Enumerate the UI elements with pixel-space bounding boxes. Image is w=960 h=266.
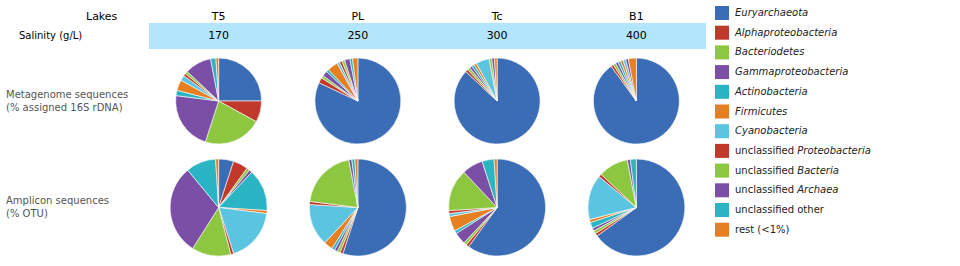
pie-slice (187, 59, 218, 101)
pie-slice (355, 159, 358, 208)
pie-slice (315, 58, 401, 144)
column-sublabel: 250 (347, 29, 368, 42)
pie-slice (627, 159, 636, 207)
pie (593, 58, 679, 144)
pie-slice (216, 159, 219, 208)
pie-slice (593, 58, 679, 144)
pie (170, 159, 267, 256)
row-label-line: Metagenome sequences (6, 89, 128, 100)
legend-label: Alphaproteobacteria (734, 27, 837, 38)
legend-swatch (715, 65, 729, 79)
pie (454, 58, 540, 144)
pie-slice (352, 159, 358, 207)
legend-label-part: unclassified (735, 145, 797, 156)
pie-slice (352, 58, 357, 101)
row-label-line: (% OTU) (6, 208, 48, 219)
pie-slice (449, 208, 497, 231)
legend-swatch (715, 6, 729, 20)
column-sublabel: 170 (208, 29, 229, 42)
legend-label: unclassified other (735, 204, 825, 215)
legend-label: unclassified Bacteria (735, 165, 839, 176)
row-label-line: (% assigned 16S rDNA) (6, 102, 123, 113)
legend-swatch (715, 183, 729, 197)
pie-slice (494, 58, 497, 101)
legend-label: Bacteriodetes (735, 46, 804, 57)
legend-label-part: Bacteria (797, 165, 839, 176)
pie-slice (454, 58, 540, 144)
pie-slice (601, 160, 636, 208)
legend-label: unclassified Archaea (735, 184, 838, 195)
column-sublabel: 400 (626, 29, 647, 42)
legend-swatch (715, 124, 729, 138)
pie-slice (211, 58, 219, 101)
legend-swatch (715, 105, 729, 119)
pie (449, 159, 546, 256)
pie (315, 58, 401, 144)
pie-slice (630, 159, 636, 208)
pie-slice (219, 58, 262, 101)
legend-swatch (715, 223, 729, 237)
pie-slice (628, 58, 636, 101)
pie-slice (350, 58, 358, 101)
pie-slice (188, 159, 219, 207)
legend-label-part: Archaea (796, 184, 838, 195)
legend-label: unclassified Proteobacteria (735, 145, 871, 156)
pie-slice (494, 159, 497, 208)
legend-swatch (715, 85, 729, 99)
legend-label: rest (<1%) (735, 224, 789, 235)
column-sublabel: 300 (487, 29, 508, 42)
column-subtitle: Salinity (g/L) (19, 30, 82, 41)
column-label: PL (351, 10, 365, 23)
pie (176, 58, 262, 144)
pie (309, 159, 406, 256)
pie-slice (489, 58, 497, 101)
legend-swatch (715, 26, 729, 40)
legend-label-part: unclassified (735, 184, 797, 195)
column-label: Tc (491, 10, 503, 23)
legend-label-part: unclassified (735, 165, 797, 176)
legend-swatch (715, 164, 729, 178)
legend-label: Gammaproteobacteria (735, 66, 848, 77)
legend-swatch (715, 203, 729, 217)
legend-label: Firmicutes (735, 106, 787, 117)
pie-slice (310, 160, 358, 208)
pie-slice (176, 96, 219, 142)
row-label: Amplicon sequences (% OTU) (6, 195, 109, 219)
chart: Lakes T5 PL Tc B1 Salinity (g/L) 170 250 300 400 M… (0, 0, 960, 266)
pie-slice (626, 59, 637, 101)
legend: Euryarchaeota Alphaproteobacteria Bacterio… (715, 6, 871, 237)
pie-slice (482, 159, 497, 207)
legend-label: Euryarchaeota (735, 7, 808, 18)
legend-swatch (715, 144, 729, 158)
pie-slice (349, 159, 358, 207)
legend-swatch (715, 45, 729, 59)
column-label: B1 (629, 10, 644, 23)
row-label: Metagenome sequences (% assigned 16S rDNA… (6, 89, 128, 113)
pie (588, 159, 685, 256)
pie-slice (216, 58, 219, 101)
pie-slice (219, 172, 268, 210)
legend-label: Cyanobacteria (735, 125, 808, 136)
row-label-line: Amplicon sequences (6, 195, 109, 206)
legend-label-part: Proteobacteria (797, 145, 871, 156)
pie-slice (476, 59, 497, 101)
column-label: T5 (211, 10, 226, 23)
pie-slice (492, 58, 497, 101)
pie-slice (309, 204, 358, 242)
header-band (149, 23, 706, 49)
pie-slice (345, 59, 358, 101)
legend-label: Actinobacteria (734, 86, 808, 97)
column-title: Lakes (86, 10, 118, 23)
